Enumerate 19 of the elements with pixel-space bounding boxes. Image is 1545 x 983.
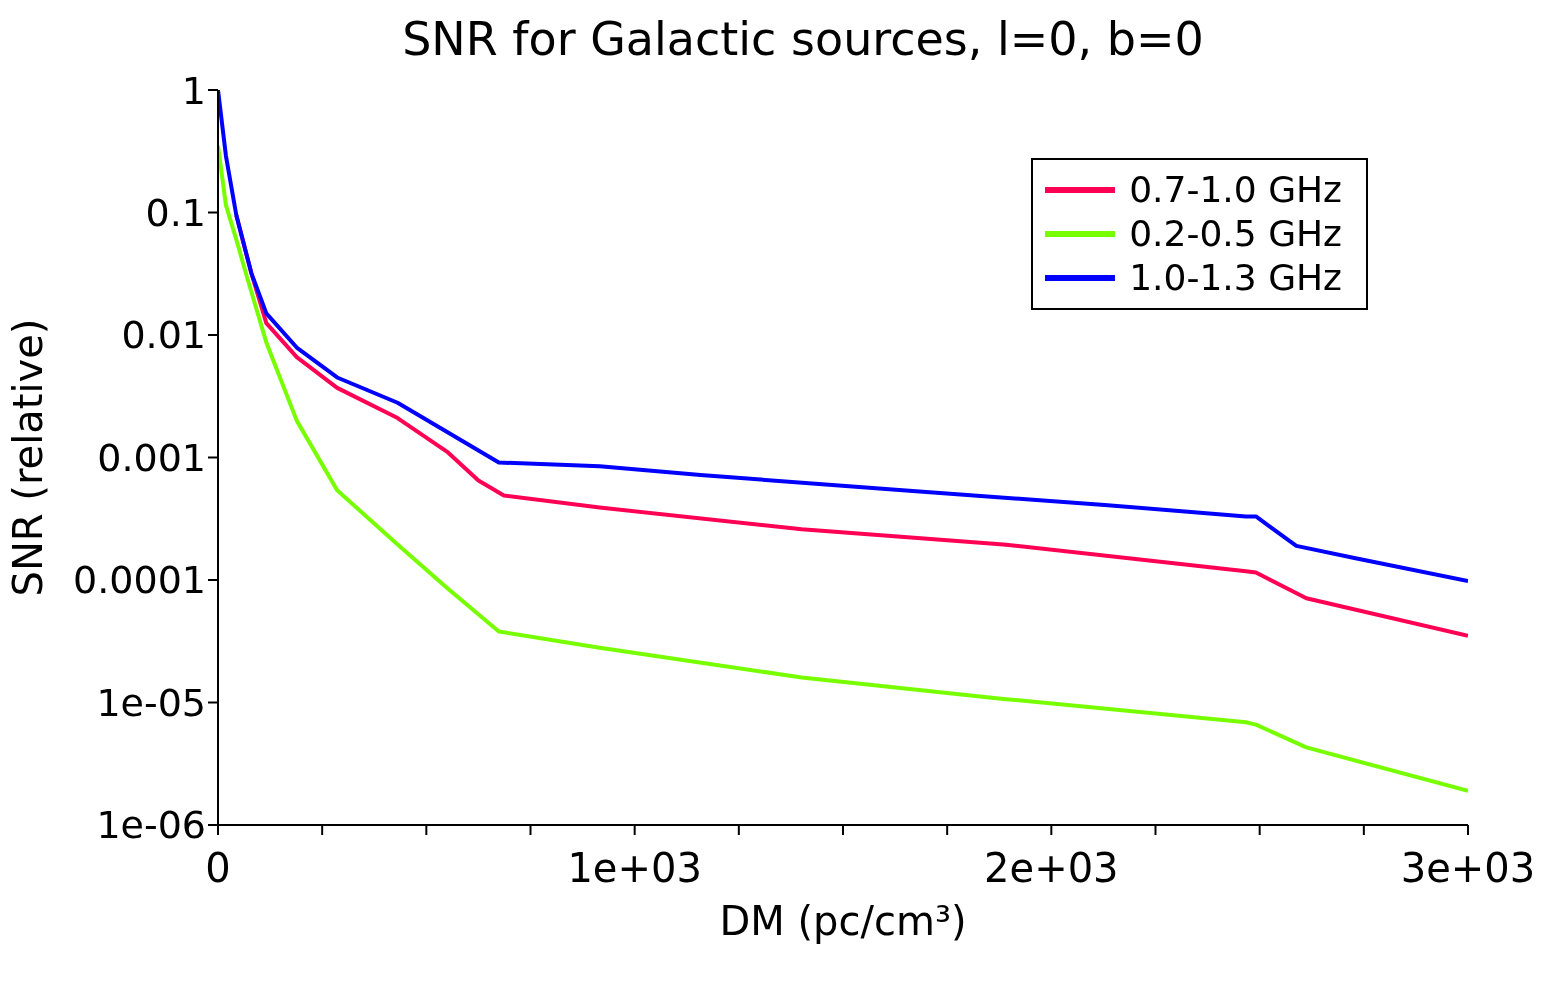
- legend-label: 0.7-1.0 GHz: [1129, 168, 1342, 212]
- x-tick-label: 2e+03: [984, 845, 1119, 891]
- y-axis-title: SNR (relative): [5, 318, 52, 597]
- x-axis-title: DM (pc/cm³): [719, 898, 967, 944]
- y-tick-label: 0.1: [145, 190, 206, 235]
- y-tick-label: 1e-06: [96, 803, 206, 848]
- y-tick-label: 0.01: [121, 313, 206, 358]
- y-tick-label: 1: [181, 68, 206, 113]
- legend-label: 1.0-1.3 GHz: [1129, 256, 1342, 300]
- x-tick-label: 0: [205, 845, 231, 891]
- line-series: [218, 143, 1468, 793]
- x-tick-label: 1e+03: [567, 845, 702, 891]
- legend-label: 0.2-0.5 GHz: [1129, 212, 1342, 256]
- chart-title: SNR for Galactic sources, l=0, b=0: [401, 11, 1205, 68]
- y-tick-label: 0.001: [97, 435, 206, 480]
- y-tick-label: 0.0001: [73, 558, 206, 603]
- line-series: [218, 90, 1468, 584]
- x-tick-label: 3e+03: [1400, 845, 1536, 891]
- y-tick-label: 1e-05: [96, 680, 206, 725]
